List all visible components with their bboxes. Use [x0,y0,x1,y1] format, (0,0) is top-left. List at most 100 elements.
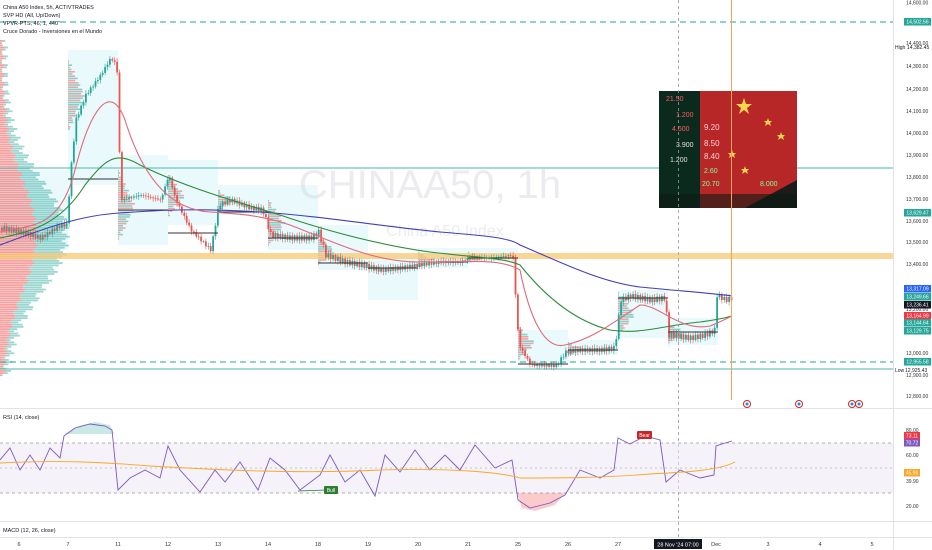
svg-text:20.70: 20.70 [702,181,720,188]
candle-body [718,294,721,298]
session-profile-bar [68,104,80,106]
profile-bar-up [25,183,47,185]
session-profile-bar [218,190,220,192]
bull-signal[interactable]: Bull [324,486,338,494]
session-profile-bar [668,333,683,335]
profile-bar-down [0,354,6,357]
indicator-svp[interactable]: SVP HD (All, Up/Down) [3,13,61,19]
profile-bar-down [0,211,33,214]
profile-bar-up [21,174,40,176]
profile-bar-down [0,297,22,300]
candle-body [627,294,630,301]
profile-bar-down [0,359,5,361]
profile-bar-up [23,185,43,187]
profile-bar-down [0,130,8,132]
date-tick-label: 20 [415,542,421,548]
candle-body [200,236,202,242]
session-profile-bar [118,220,129,223]
candle-body [193,231,195,233]
profile-bar-up [4,75,8,77]
candle-body [171,178,174,188]
candle-body [46,231,49,238]
profile-bar-down [0,365,3,368]
session-profile-bar [618,325,624,327]
price-tick-label: 13,900.00 [906,153,928,159]
profile-bar-up [4,64,8,66]
candle-body [721,294,723,301]
candle-body [430,262,433,265]
svg-text:High: High [895,45,906,51]
price-axis-panel[interactable] [893,0,932,550]
session-profile-bar [518,333,528,336]
candle-body [375,266,378,271]
profile-bar-down [0,277,27,280]
profile-bar-down [0,301,17,304]
session-profile-bar [568,353,573,355]
indicator-cruce-dorado[interactable]: Cruce Dorado - Inversiones en el Mundo [3,29,102,35]
candle-body [118,72,121,153]
profile-bar-up [10,334,20,337]
price-tick-label: 13,200.00 [906,307,928,313]
candle-body [622,296,625,303]
candle-body [687,334,690,341]
candle-body [428,262,430,266]
candle-body [205,241,207,247]
candle-body [221,201,224,206]
profile-bar-up [24,187,44,190]
profile-bar-up [1,70,3,73]
profile-bar-down [0,198,31,201]
profile-bar-down [0,339,6,341]
candle-body [176,195,178,204]
indicator-vpvr[interactable]: VPVR-PTS, 46, 1, 440" [3,21,60,27]
session-profile-bar [518,340,534,342]
profile-bar-up [3,103,7,106]
symbol-title[interactable]: China A50 Index, 5h, ACTIVTRADES [3,5,94,11]
price-badge: 13,249.66 [904,293,931,301]
profile-bar-up [1,62,3,64]
profile-bar-down [0,163,19,165]
profile-bar-up [3,114,6,117]
profile-bar-down [0,290,24,293]
profile-bar-down [0,337,8,339]
session-profile-bar [218,194,225,196]
price-tick-label: 13,800.00 [906,175,928,181]
candle-body [154,198,157,200]
profile-bar-up [1,86,4,88]
candle-body [128,197,130,199]
candle-body [53,228,56,231]
profile-bar-down [0,99,5,102]
session-profile-bar [68,93,82,95]
event-icons[interactable] [743,400,863,408]
session-profile-bar [268,213,277,215]
svg-text:70.72: 70.72 [906,441,919,447]
profile-bar-down [0,123,5,126]
price-tick-label: 12,800.00 [906,394,928,400]
profile-bar-down [0,315,16,317]
date-tick-label: 7 [66,542,69,548]
price-badge: 13,129.75 [904,327,931,335]
candle-body [423,262,426,267]
candle-body [315,233,318,237]
session-profile-bar [268,206,272,209]
candle-body [217,209,219,226]
price-badge: 13,236.41 [904,301,931,309]
candle-body [665,300,668,313]
session-profile-bar [268,211,275,213]
profile-bar-up [18,165,34,168]
svg-text:8.000: 8.000 [760,181,778,188]
profile-bar-up [1,79,3,82]
session-profile-bar [618,292,619,294]
profile-bar-down [0,216,36,218]
candle-body [435,261,438,264]
rsi-pane[interactable]: Bull Bear [0,422,893,511]
bear-signal[interactable]: Bear [637,431,652,439]
session-profile-bar [268,224,281,226]
session-profile-bar [268,208,277,211]
candle-body [358,261,361,268]
candle-body [649,296,651,303]
profile-bar-down [0,286,24,289]
candle-body [226,199,229,205]
supply-zone-band[interactable] [0,253,893,259]
candle-body [51,228,54,235]
